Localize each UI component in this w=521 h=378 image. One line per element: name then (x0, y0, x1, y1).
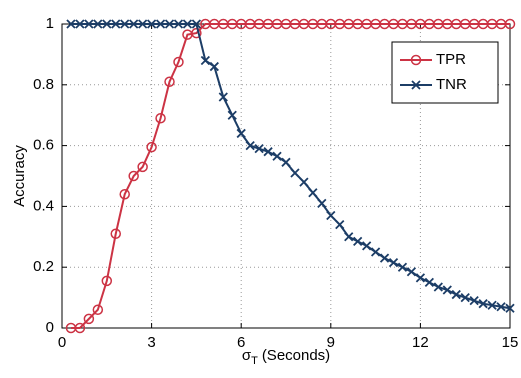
marker (119, 188, 130, 200)
marker (245, 140, 255, 151)
marker (200, 55, 210, 66)
x-tick-label: 3 (147, 334, 155, 351)
x-tick-label: 15 (502, 334, 519, 351)
marker (146, 141, 157, 153)
marker (442, 285, 452, 295)
y-tick-label: 0 (46, 319, 54, 336)
marker (424, 277, 434, 288)
marker (290, 168, 300, 178)
y-tick-label: 0.6 (33, 137, 54, 154)
marker (209, 61, 219, 72)
marker (102, 19, 112, 29)
marker (433, 282, 443, 292)
marker (101, 275, 113, 287)
marker (362, 241, 372, 251)
x-axis-label: σT (Seconds) (242, 347, 330, 367)
marker (236, 128, 246, 139)
marker (84, 19, 94, 29)
marker (353, 236, 363, 246)
marker (227, 110, 237, 120)
marker (138, 19, 148, 29)
marker (182, 19, 193, 29)
marker (120, 19, 130, 29)
marker (191, 19, 202, 29)
x-label-subscript: T (251, 355, 258, 367)
x-tick-label: 0 (58, 334, 66, 351)
marker (326, 210, 336, 221)
marker (92, 304, 104, 316)
y-tick-label: 0.4 (33, 197, 54, 214)
marker (111, 19, 121, 29)
x-tick-label: 12 (412, 334, 429, 351)
y-axis-label: Accuracy (11, 145, 28, 207)
marker (110, 228, 122, 240)
marker (93, 19, 103, 29)
marker (173, 19, 184, 29)
marker (263, 147, 273, 157)
marker (191, 27, 202, 39)
marker (460, 292, 470, 303)
marker (388, 258, 399, 268)
marker (478, 299, 488, 309)
marker (308, 188, 318, 198)
legend-marker (411, 80, 421, 90)
legend-marker (410, 54, 422, 66)
marker (75, 19, 85, 29)
marker (164, 19, 175, 29)
marker (281, 157, 291, 167)
marker (272, 151, 282, 161)
legend-box (391, 41, 499, 104)
marker (128, 170, 139, 182)
marker (379, 253, 390, 263)
marker (415, 273, 426, 283)
marker (505, 303, 515, 313)
marker (218, 92, 228, 102)
marker (344, 232, 354, 242)
marker (146, 19, 157, 29)
marker (74, 322, 86, 334)
marker (129, 19, 139, 29)
marker (299, 177, 309, 187)
marker (496, 302, 506, 312)
legend-label: TPR (436, 51, 466, 68)
x-tick-label: 9 (327, 334, 335, 351)
y-tick-label: 0.8 (33, 76, 54, 93)
marker (451, 289, 461, 300)
marker (370, 247, 381, 257)
marker (173, 56, 184, 68)
marker (66, 19, 76, 29)
x-label-symbol: σ (242, 347, 252, 364)
x-tick-label: 6 (237, 334, 245, 351)
marker (137, 161, 148, 173)
marker (335, 220, 345, 230)
marker (155, 19, 166, 29)
marker (155, 112, 166, 124)
marker (397, 262, 408, 272)
y-tick-label: 1 (46, 15, 54, 32)
marker (317, 198, 327, 208)
legend-label: TNR (436, 76, 467, 93)
x-label-text: (Seconds) (262, 347, 330, 364)
marker (254, 144, 264, 154)
marker (83, 313, 95, 325)
marker (469, 296, 479, 306)
y-tick-label: 0.2 (33, 258, 54, 275)
marker (164, 76, 175, 88)
marker (406, 267, 417, 277)
marker (487, 300, 497, 310)
marker (504, 18, 516, 30)
